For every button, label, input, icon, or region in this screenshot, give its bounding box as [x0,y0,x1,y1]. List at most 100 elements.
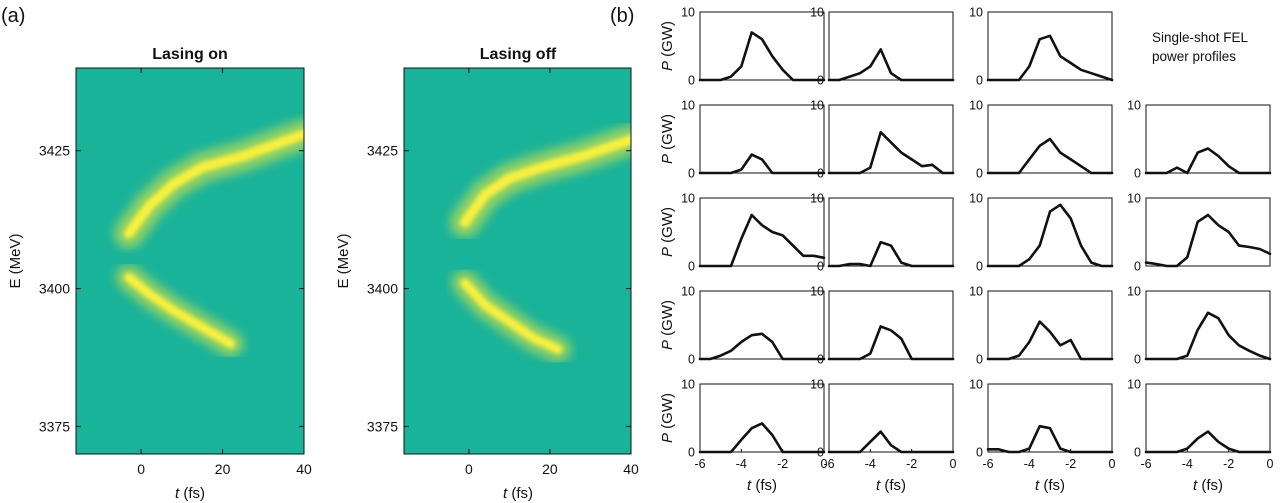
panel-label-a: (a) [1,5,25,27]
plot-frame [828,290,954,360]
y-axis-label: P (GW) [659,300,676,350]
y-tick-label: 10 [681,285,695,299]
x-tick-label: -4 [736,457,747,471]
y-tick-label: 10 [810,6,824,20]
y-axis-label: P (GW) [659,207,676,257]
y-tick-label: 0 [1134,260,1141,274]
y-tick-label: 0 [688,260,695,274]
ridge-core-lower-branch [460,278,563,354]
y-tick-label: 0 [688,353,695,367]
x-tick-label: 40 [296,461,312,477]
power-profile-line [986,320,1114,361]
y-tick-label: 0 [1134,446,1141,460]
power-profile-line [698,332,826,361]
ridge-core-upper-branch [123,129,304,239]
axes: 0 20 40 3375 3400 3425 [39,68,312,477]
plot-frame [1145,290,1271,360]
y-tick-label: 3400 [367,281,398,297]
x-tick-label: -2 [906,457,917,471]
panel-label-b: (b) [610,5,634,27]
plot-frame [699,383,825,453]
plot-frame [1145,383,1271,453]
y-tick-label: 10 [969,378,983,392]
y-tick-label: 0 [688,446,695,460]
power-profile-line [986,34,1114,82]
plot-frame [699,11,825,81]
y-tick-label: 10 [810,99,824,113]
profile-panel-shot-4: 0 10 P (GW) [659,99,826,181]
y-axis-label: E (MeV) [335,233,352,288]
power-profile-line [1144,147,1272,175]
y-tick-label: 0 [976,353,983,367]
plot-frame [828,104,954,174]
plot-frame [828,197,954,267]
y-tick-label: 0 [976,446,983,460]
x-axis-label: t (fs) [175,485,205,502]
profile-panel-shot-14: 0 10 [969,285,1114,367]
power-profile-line [698,422,826,454]
power-profile-line [827,430,955,454]
profile-panel-shot-17: 0 10 -6 -4 -2 0 t (fs) [810,378,956,495]
plot-frame [828,11,954,81]
y-tick-label: 0 [817,74,824,88]
profile-panel-shot-5: 0 10 [810,99,955,181]
y-tick-label: 10 [810,192,824,206]
y-axis-label: P (GW) [659,114,676,164]
profile-panel-shot-7: 0 10 [1127,99,1272,181]
axes: 0 20 40 3375 3400 3425 [367,68,639,477]
y-tick-label: 3400 [39,281,70,297]
ridge-core-lower-branch [124,273,236,349]
x-tick-label: -6 [823,457,834,471]
x-axis-label: t (fs) [1193,477,1223,494]
y-tick-label: 3375 [367,418,398,434]
plot-frame [987,11,1113,81]
x-tick-label: 0 [950,457,957,471]
heatmap-lasing-on: Lasing on 0 20 40 3375 3400 3425 t (fs) E (Me… [7,46,312,502]
y-tick-label: 10 [810,285,824,299]
y-tick-label: 0 [817,353,824,367]
x-axis-label: t (fs) [1035,477,1065,494]
power-profile-line [1144,430,1272,454]
y-tick-label: 10 [1127,99,1141,113]
power-profile-line [698,153,826,175]
plot-frame [699,290,825,360]
power-profile-line [827,325,955,361]
y-axis-label: E (MeV) [7,233,24,288]
y-tick-label: 0 [817,260,824,274]
x-tick-label: 40 [623,461,639,477]
x-tick-label: -6 [982,457,993,471]
plot-frame [987,290,1113,360]
x-tick-label: -4 [1182,457,1193,471]
y-tick-label: 0 [1134,167,1141,181]
x-tick-label: -4 [865,457,876,471]
y-tick-label: 0 [817,167,824,181]
profile-panel-shot-12: 0 10 P (GW) [659,285,826,367]
x-tick-label: -2 [1223,457,1234,471]
x-tick-label: -6 [694,457,705,471]
plot-frame [403,67,632,455]
profile-panel-shot-15: 0 10 [1127,285,1272,367]
x-tick-label: 20 [215,461,231,477]
profile-panel-shot-13: 0 10 [810,285,955,367]
fel-profiles-grid: 0 10 P (GW) 0 10 0 10 0 10 P (GW) 0 10 0 10 0 10 0 10 P (G… [659,6,1274,495]
y-tick-label: 10 [969,285,983,299]
x-tick-label: -2 [1065,457,1076,471]
plot-frame [699,104,825,174]
annotation-line-2: power profiles [1152,49,1236,64]
y-tick-label: 0 [688,74,695,88]
profile-panel-shot-1: 0 10 P (GW) [659,6,826,88]
y-tick-label: 10 [1127,285,1141,299]
x-tick-label: 0 [137,461,145,477]
profile-panel-shot-9: 0 10 [810,192,955,274]
profile-panel-shot-3: 0 10 [969,6,1114,88]
x-tick-label: 0 [465,461,473,477]
power-profile-line [827,240,955,268]
profile-panel-shot-18: 0 10 -6 -4 -2 0 t (fs) [969,378,1115,495]
y-tick-label: 10 [969,6,983,20]
x-tick-label: -6 [1140,457,1151,471]
x-tick-label: 0 [821,457,828,471]
x-axis-label: t (fs) [503,485,533,502]
plot-frame [828,383,954,453]
y-tick-label: 10 [681,99,695,113]
